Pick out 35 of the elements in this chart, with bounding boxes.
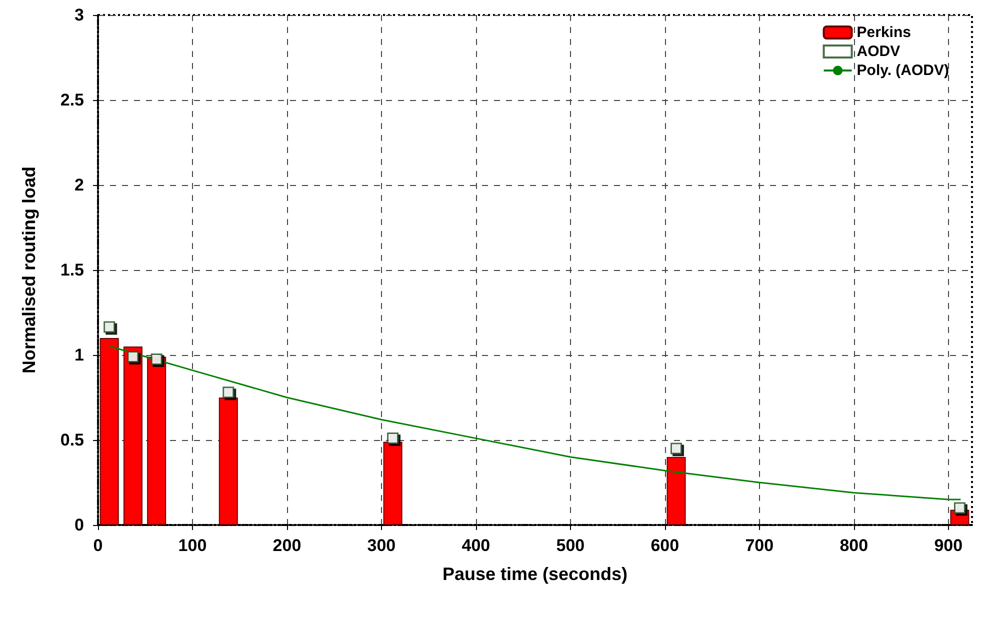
x-tick-label: 200 [272,536,302,555]
y-tick-label: 2 [74,176,84,194]
point [222,386,234,398]
x-axis-title: Pause time (seconds) [442,564,628,584]
legend-label: Poly. (AODV) [856,62,950,79]
x-tick-label: 0 [93,536,103,555]
x-tick-label: 300 [367,536,396,555]
point [150,354,162,365]
y-tick-label: 3 [74,6,84,24]
bar [100,338,119,525]
x-tick-label: 400 [462,536,490,555]
y-axis-title: Normalised routing load [19,166,39,374]
y-tick-label: 0.5 [60,430,84,450]
x-tick-label: 100 [178,536,207,555]
y-tick-label: 0 [74,516,84,534]
y-tick-label: 2.5 [60,90,84,110]
point [387,432,399,444]
x-tick-label: 600 [650,536,680,555]
legend-label: Perkins [856,24,911,41]
bar [123,346,142,525]
legend-label: AODV [856,43,900,60]
bar [666,457,686,525]
x-tick-label: 900 [934,536,963,555]
bar [218,398,238,525]
line-series [110,346,962,500]
x-tick-label: 500 [556,536,585,555]
y-tick-label: 1 [74,346,84,364]
point [104,321,116,333]
point [954,502,966,514]
x-tick-label: 800 [840,536,868,555]
bar [383,442,402,525]
point [127,350,139,362]
y-tick-label: 1.5 [60,260,84,280]
x-tick-label: 700 [745,536,774,555]
bar [147,356,166,525]
